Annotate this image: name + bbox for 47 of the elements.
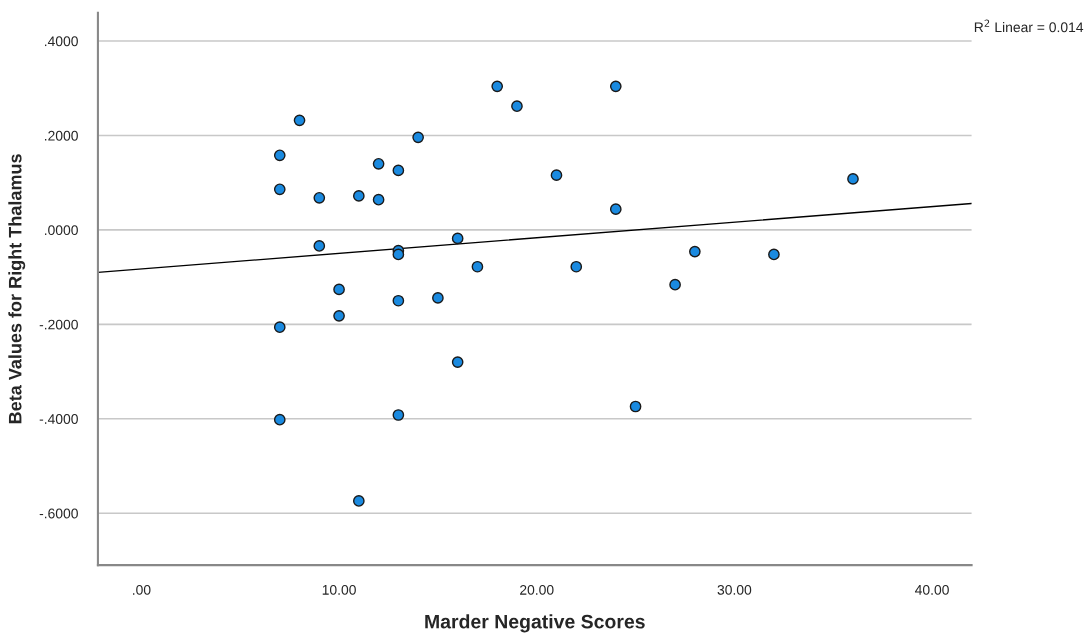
point [333, 283, 345, 296]
point [273, 183, 286, 196]
point [313, 191, 326, 204]
text: R$^{2}$ Linear = 0.014 [974, 19, 1084, 33]
point [609, 80, 622, 93]
y-tick-label: .0000 [44, 225, 78, 236]
y-tick-label: .2000 [44, 130, 78, 141]
x-tick-label: 20.00 [520, 584, 554, 595]
point [689, 245, 701, 258]
x-axis-title: Marder Negative Scores [425, 614, 645, 633]
point [352, 190, 365, 202]
point [392, 164, 405, 177]
point [372, 193, 385, 206]
point [372, 157, 385, 170]
x-tick-label: .00 [133, 584, 151, 595]
point [273, 149, 286, 162]
point [511, 100, 523, 113]
point [609, 203, 622, 215]
y-tick-label: -.6000 [39, 508, 78, 519]
y-tick-label: -.2000 [39, 319, 78, 330]
point [412, 131, 424, 144]
point [491, 80, 504, 93]
point [768, 248, 780, 261]
y-tick-label: .4000 [44, 36, 78, 47]
point [432, 292, 444, 304]
x-tick-label: 10.00 [322, 584, 356, 595]
x-tick-label: 40.00 [914, 584, 949, 595]
point [352, 495, 365, 507]
point [273, 321, 286, 334]
point [669, 278, 681, 291]
point [471, 260, 484, 273]
point [293, 114, 306, 127]
point [550, 169, 563, 181]
y-axis-title: Beta Values for Right Thalamus [8, 154, 26, 424]
point [313, 240, 326, 252]
point [273, 413, 286, 426]
x-tick-label: 30.00 [717, 584, 752, 595]
point [629, 400, 642, 413]
point [570, 260, 583, 273]
y-tick-label: -.4000 [39, 414, 78, 424]
point [451, 232, 464, 245]
point [392, 248, 405, 261]
point [847, 173, 859, 185]
point [392, 409, 405, 421]
point [333, 309, 345, 322]
point [392, 294, 405, 307]
point [451, 356, 464, 368]
